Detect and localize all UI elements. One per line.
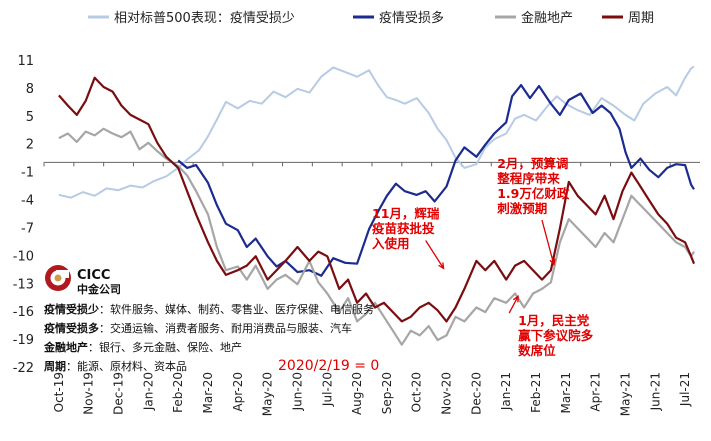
y-tick-label: -19 [13,333,34,348]
annotation-arrow [425,240,445,269]
y-tick-label: -10 [13,249,34,264]
x-tick-label: Nov-20 [440,372,454,415]
annotation-line: 11月，辉瑞 [372,206,440,221]
note-text: ：银行、多元金融、保险、地产 [88,340,242,354]
y-tick-label: -7 [21,221,34,236]
annotation-arrow [508,295,519,314]
logo-subtitle: 中金公司 [77,282,121,296]
y-tick-label: -16 [13,305,34,320]
note-label: 疫情受损少 [44,302,99,316]
annotation-line: 赢下参议院多 [518,328,594,343]
x-tick-label: Oct-20 [410,372,424,412]
legend-label: 相对标普500表现：疫情受损少 [114,10,295,26]
note-label: 疫情受损多 [44,321,99,335]
note-text: ：软件服务、媒体、制药、零售业、医疗保健、电信服务 [99,302,374,316]
y-tick-label: -1 [21,166,34,181]
legend-label: 周期 [628,11,654,26]
x-tick-label: Jun-20 [290,372,304,411]
x-tick-label: Dec-20 [469,372,483,415]
annotation-line: 整程序带来 [497,171,560,186]
x-tick-label: Oct-19 [52,372,66,412]
x-tick-label: Mar-20 [201,372,215,413]
annotation-arrow [541,219,555,265]
annotation-line: 1.9万亿财政 [497,186,570,201]
annotation-line: 1月，民主党 [518,313,590,328]
x-tick-label: Sep-20 [380,372,394,414]
y-tick-label: 5 [26,110,34,125]
y-tick-label: 11 [17,54,34,69]
y-axis: 11 8 5 2 -1 -4 -7 -10 -13 -16 -19 -22 [13,54,34,376]
annotation-line: 刺激预期 [496,201,547,216]
annotation-arrowhead [549,258,556,267]
annotation-arrowhead [438,262,445,270]
legend: 相对标普500表现：疫情受损少 疫情受损多 金融地产 周期 [88,10,654,26]
series-group [58,65,696,346]
series-line-1 [177,84,695,277]
x-tick-label: Jul-20 [320,372,334,407]
cicc-logo: CICC 中金公司 [45,265,121,296]
x-tick-label: Nov-19 [82,372,96,415]
legend-label: 疫情受损多 [379,10,444,26]
annotation-line: 数席位 [517,343,556,358]
annotation-arrowhead [512,294,519,303]
notes: 疫情受损少：软件服务、媒体、制药、零售业、医疗保健、电信服务疫情受损多：交通运输… [43,302,374,373]
x-tick-label: Apr-20 [231,372,245,412]
x-tick-label: Jun-21 [648,372,662,411]
note-text: ：交通运输、消费者服务、耐用消费品与服装、汽车 [99,321,352,335]
note-line: 疫情受损多：交通运输、消费者服务、耐用消费品与服装、汽车 [44,321,352,335]
x-tick-label: Jan-20 [141,372,155,411]
x-tick-label: Mar-21 [559,372,573,413]
series-line-2 [58,127,695,346]
logo-name: CICC [77,268,110,283]
x-tick-label: Aug-20 [350,372,364,415]
note-label: 周期 [44,359,66,373]
x-tick-label: Apr-21 [589,372,603,412]
note-line: 周期：能源、原材料、资本品 [44,359,187,373]
annotation-line: 疫苗获批投 [372,221,435,236]
logo-notch-icon [56,270,69,278]
note-text: ：能源、原材料、资本品 [66,359,187,373]
x-tick-label: May-20 [261,372,275,416]
note-label: 金融地产 [43,340,88,354]
note-line: 疫情受损少：软件服务、媒体、制药、零售业、医疗保健、电信服务 [44,302,374,316]
x-tick-label: Jan-21 [499,372,513,411]
x-tick-label: Jul-21 [678,372,692,407]
annotation-line: 2月，预算调 [497,156,568,171]
series-line-0 [58,65,695,199]
x-axis: Oct-19 Nov-19 Dec-19 Jan-20 Feb-20 Mar-20 Apr-… [43,162,692,416]
y-tick-label: 2 [26,138,34,153]
annotation-line: 入使用 [372,236,410,251]
x-tick-label: Dec-19 [112,372,126,415]
origin-label: 2020/2/19 = 0 [278,358,379,374]
series-line-3 [58,76,696,323]
note-line: 金融地产：银行、多元金融、保险、地产 [43,340,242,354]
x-tick-label: Feb-21 [529,372,543,413]
legend-label: 金融地产 [521,10,573,26]
y-tick-label: 8 [26,82,34,97]
y-tick-label: -4 [21,194,34,209]
y-tick-label: -22 [13,361,34,376]
x-tick-label: May-21 [618,372,632,416]
logo-center-icon [54,274,62,282]
x-tick-label: Feb-20 [171,372,185,413]
y-tick-label: -13 [13,277,34,292]
